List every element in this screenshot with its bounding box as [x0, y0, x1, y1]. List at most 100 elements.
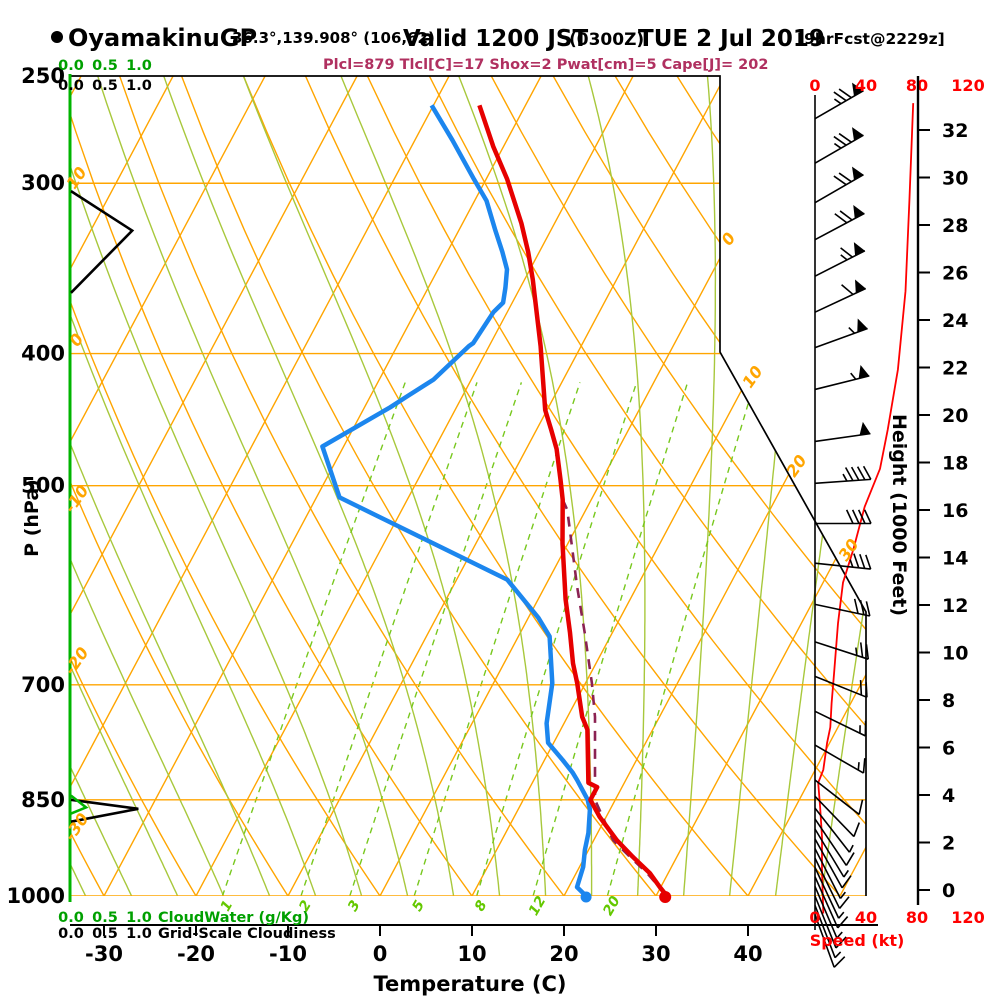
moist-adiabat-line	[340, 76, 547, 896]
moist-adiabat-line	[682, 76, 717, 896]
surface-temperature-dot	[659, 891, 672, 903]
valid-time: Valid 1200 JST	[403, 26, 588, 52]
wind-barb	[814, 818, 855, 866]
height-tick-label: 6	[942, 738, 955, 760]
cloudwater-scale-tick: 0.0	[58, 910, 84, 926]
wind-barb	[814, 166, 864, 204]
moist-adiabat-line	[70, 76, 179, 896]
height-tick-label: 16	[942, 500, 968, 522]
wind-barbs	[580, 82, 915, 968]
height-tick-label: 26	[942, 263, 968, 285]
pressure-tick-label: 400	[21, 342, 65, 366]
wind-barb	[814, 795, 861, 838]
wind-barb	[814, 242, 866, 277]
dry-adiabat-line	[70, 76, 381, 896]
cloudiness-scale-tick: 0.0	[58, 78, 84, 94]
temperature-axis-title: Temperature (C)	[374, 972, 567, 996]
wind-barb	[814, 421, 871, 443]
wind-barb	[814, 914, 846, 968]
height-tick-label: 2	[942, 833, 955, 855]
temperature-tick-label: -30	[85, 942, 123, 966]
speed-tick-label: 0	[809, 76, 820, 95]
temperature-tick-label: 30	[641, 942, 670, 966]
wind-barb	[814, 876, 849, 929]
wind-barb	[814, 848, 846, 899]
wind-barb	[814, 744, 866, 774]
wind-barb	[814, 598, 871, 617]
params-line: Plcl=879 Tlcl[C]=17 Shox=2 Pwat[cm]=5 Ca…	[323, 57, 768, 73]
dry-adiabat-label: 10	[62, 163, 90, 192]
valid-zulu: (0300Z)	[569, 30, 644, 50]
dry-adiabat-line	[552, 76, 866, 896]
isotherm-line	[655, 76, 866, 896]
height-tick-label: 4	[942, 785, 955, 807]
mixing-ratio-line	[413, 382, 581, 896]
wind-barb	[814, 867, 845, 919]
station-bullet-icon	[51, 31, 63, 43]
surface-dewpoint-dot	[580, 891, 592, 903]
wind-barb	[814, 779, 864, 816]
mixing-ratio-line	[606, 382, 756, 896]
temperature-tick-label: -10	[269, 942, 307, 966]
cloudwater-scale-title: CloudWater (g/Kg)	[158, 910, 309, 926]
wind-barb	[814, 838, 852, 889]
height-tick-label: 12	[942, 595, 968, 617]
wind-barb	[814, 886, 843, 939]
wind-barb	[814, 365, 870, 391]
cloudiness-scale-tick: 1.0	[126, 78, 152, 94]
isotherm-line	[747, 76, 866, 896]
temperature-tick-label: 10	[457, 942, 486, 966]
moist-adiabat-line	[70, 76, 271, 896]
isotherm-line	[70, 76, 174, 896]
dry-adiabat-label: -30	[60, 810, 92, 845]
cloudiness-curve	[70, 190, 135, 294]
plot-border	[68, 74, 867, 902]
mixing-ratio-line	[532, 382, 689, 896]
wind-barb	[814, 641, 870, 660]
height-tick-label: 10	[942, 643, 968, 665]
mixing-ratio-line	[349, 382, 523, 896]
isotherm-label: 20	[782, 451, 810, 480]
plot-frame	[70, 75, 867, 896]
moist-adiabat-line	[96, 76, 409, 896]
height-tick-label: 20	[942, 405, 968, 427]
station-coords: 36.3°,139.908° (106,62)	[232, 29, 435, 47]
temperature-tick-label: 0	[373, 942, 388, 966]
height-tick-label: 14	[942, 548, 968, 570]
pressure-tick-label: 1000	[7, 884, 65, 908]
wind-barb	[814, 465, 872, 485]
mixing-ratio-line	[300, 382, 478, 896]
mixing-ratio-label: 3	[345, 898, 364, 914]
height-tick-label: 32	[942, 120, 968, 142]
speed-tick-label: 120	[951, 908, 984, 927]
height-axis-title: Height (1000 Feet)	[888, 414, 910, 616]
isotherm-label: 10	[738, 362, 766, 391]
height-tick-label: 28	[942, 215, 968, 237]
temperature-tick-label: 40	[733, 942, 762, 966]
moist-adiabat-line	[70, 76, 363, 896]
wind-barb	[814, 905, 842, 959]
dry-adiabat-line	[242, 76, 749, 896]
speed-axis-title: Speed (kt)	[810, 931, 905, 950]
background-grid	[70, 76, 866, 896]
mixing-ratio-label: 8	[472, 898, 491, 915]
speed-tick-label: 80	[906, 908, 928, 927]
moist-adiabat-line	[587, 76, 646, 896]
isotherm-label: 30	[834, 535, 862, 564]
wind-barb	[814, 82, 864, 120]
temperature-curve	[477, 104, 669, 896]
dry-adiabat-line	[180, 76, 657, 896]
wind-barb	[815, 509, 872, 525]
wind-barb	[814, 204, 865, 241]
mixing-ratio-label: 5	[409, 898, 428, 915]
pressure-tick-label: 500	[21, 474, 65, 498]
sounding-curves	[70, 104, 669, 896]
wind-barb	[814, 828, 849, 878]
mixing-ratio-label: 20	[600, 893, 624, 918]
wind-barb	[814, 857, 850, 909]
cloudiness-scale-tick: 0.0	[58, 926, 84, 942]
valid-date: TUE 2 Jul 2019	[638, 26, 825, 52]
dry-adiabat-line	[70, 76, 473, 896]
